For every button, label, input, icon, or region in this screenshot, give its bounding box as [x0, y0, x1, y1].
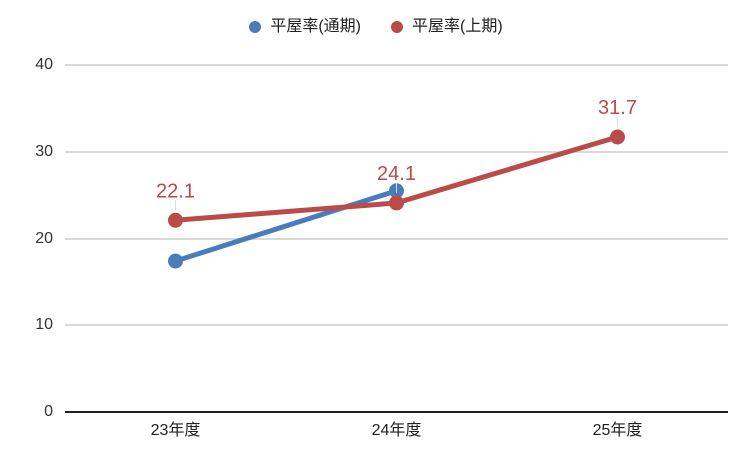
- x-tick-label-0: 23年度: [150, 422, 201, 439]
- y-tick-label-20: 20: [35, 229, 53, 247]
- y-tick-label-0: 0: [44, 403, 53, 420]
- y-tick-label-10: 10: [35, 316, 53, 334]
- data-point-1-2[interactable]: [610, 129, 625, 145]
- series-line-0: [173, 188, 399, 264]
- legend-item-tsuki[interactable]: 平屋率(通期): [249, 19, 361, 35]
- gridline-20: [65, 237, 728, 240]
- x-tick-label-1: 24年度: [371, 422, 422, 439]
- legend-label: 平屋率(通期): [270, 18, 361, 35]
- data-label-1-0: 22.1: [156, 180, 195, 202]
- data-point-1-1[interactable]: [389, 195, 404, 211]
- y-tick-label-30: 30: [35, 142, 53, 160]
- legend-item-kamiki[interactable]: 平屋率(上期): [391, 19, 503, 35]
- x-axis-baseline: [65, 411, 728, 413]
- data-label-1-2: 31.7: [598, 97, 637, 119]
- x-tick-label-2: 25年度: [592, 422, 643, 439]
- legend-marker-red-icon: [391, 21, 403, 33]
- gridline-10: [65, 324, 728, 327]
- y-tick-label-40: 40: [35, 56, 53, 73]
- data-label-1-1: 24.1: [377, 163, 416, 185]
- legend-label: 平屋率(上期): [412, 18, 503, 35]
- data-point-1-0[interactable]: [168, 212, 183, 228]
- data-point-0-0[interactable]: [168, 253, 183, 269]
- legend: 平屋率(通期) 平屋率(上期): [0, 19, 752, 35]
- gridline-40: [65, 64, 728, 66]
- legend-marker-blue-icon: [249, 21, 262, 33]
- gridline-30: [65, 150, 728, 153]
